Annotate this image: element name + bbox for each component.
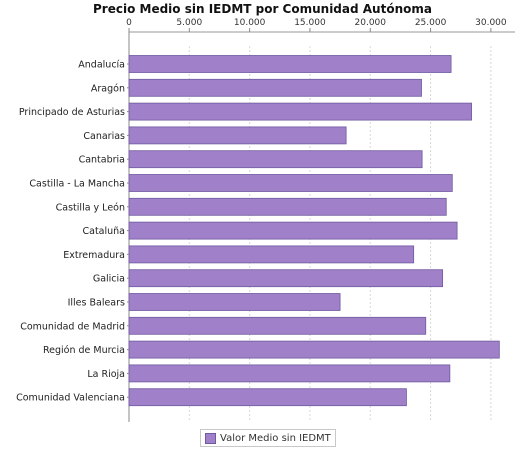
x-tick-label: 0 <box>126 18 132 28</box>
x-tick-label: 20.000 <box>355 18 387 28</box>
category-label: Región de Murcia <box>43 345 125 356</box>
x-tick-label: 10.000 <box>234 18 266 28</box>
bar <box>128 245 415 264</box>
bar <box>128 340 500 359</box>
category-label: Extremadura <box>63 250 125 261</box>
legend: Valor Medio sin IEDMT <box>200 429 336 447</box>
bar <box>128 388 407 407</box>
bar <box>128 102 472 121</box>
bar <box>128 150 423 169</box>
category-label: Comunidad Valenciana <box>16 393 125 404</box>
bar <box>128 221 458 240</box>
category-label: Comunidad de Madrid <box>20 321 125 332</box>
category-label: Principado de Asturias <box>19 107 125 118</box>
x-tick-label: 15.000 <box>294 18 326 28</box>
bar <box>128 269 444 288</box>
category-label: Galicia <box>93 274 125 285</box>
category-label: La Rioja <box>87 369 125 380</box>
bar <box>128 55 452 73</box>
chart-title: Precio Medio sin IEDMT por Comunidad Aut… <box>93 2 432 16</box>
category-label: Cantabria <box>79 155 125 166</box>
x-tick-label: 30.000 <box>475 18 507 28</box>
bar <box>128 174 453 192</box>
bar <box>128 293 341 311</box>
bar <box>128 364 451 383</box>
x-tick-label: 25.000 <box>415 18 447 28</box>
category-label: Aragón <box>91 83 125 94</box>
x-tick-label: 5.000 <box>176 18 202 28</box>
category-label: Canarias <box>83 131 125 142</box>
bar <box>128 197 447 216</box>
legend-label: Valor Medio sin IEDMT <box>220 432 331 444</box>
legend-swatch <box>205 432 216 444</box>
bar <box>128 316 427 335</box>
category-label: Andalucía <box>78 60 125 71</box>
bar <box>128 78 422 97</box>
bar <box>128 126 347 145</box>
category-label: Castilla y León <box>56 202 125 213</box>
category-label: Illes Balears <box>68 298 125 309</box>
category-label: Cataluña <box>82 226 125 237</box>
category-label: Castilla - La Mancha <box>29 179 125 190</box>
